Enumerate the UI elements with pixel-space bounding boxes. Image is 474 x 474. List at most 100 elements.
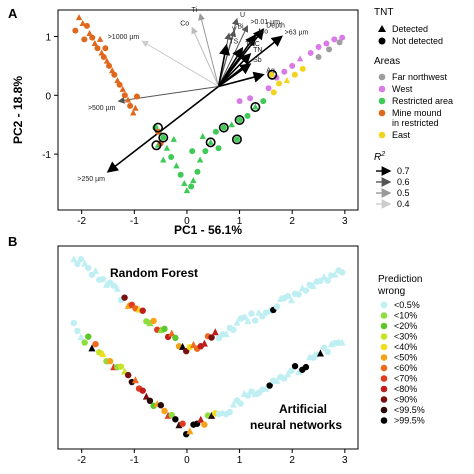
prediction-circle (324, 277, 331, 284)
legend-tnt-title: TNT (374, 7, 393, 18)
sample-triangle (207, 138, 214, 145)
prediction-circle (284, 292, 292, 300)
loading-arrow (217, 52, 252, 88)
sample-triangle (228, 121, 235, 128)
outlined-sample (231, 134, 242, 145)
legend-prediction-swatch (380, 333, 388, 340)
x-tick-label: 0 (184, 216, 190, 227)
sample-circle (291, 71, 298, 78)
prediction-triangle (146, 319, 154, 327)
prediction-plot: Random Forest Artificial neural networks… (57, 245, 359, 466)
sample-circle (202, 148, 209, 155)
legend-r2-label: 0.6 (397, 177, 410, 187)
prediction-circle (106, 357, 114, 365)
prediction-triangle (131, 376, 139, 384)
legend-prediction-entries: <0.5%<10%<20%<30%<40%<50%<60%<70%<80%<90… (380, 300, 425, 426)
sample-circle (336, 39, 343, 46)
legend-prediction-swatch (380, 396, 388, 403)
prediction-circle (81, 339, 88, 346)
sample-circle (83, 22, 90, 29)
prediction-circle (273, 303, 281, 310)
loading-label: Co (180, 21, 189, 28)
legend-area-label: West (392, 84, 413, 94)
legend-area-swatch (378, 73, 386, 81)
x-tick-label-b: 1 (237, 455, 243, 466)
sample-circle (102, 45, 109, 52)
x-tick-label-b: 0 (184, 455, 190, 466)
legend-r2-label: 0.4 (397, 199, 410, 209)
loading-arrow (218, 71, 265, 88)
legend-a: TNT Detected Not detected Areas Far north… (374, 7, 453, 209)
sample-circle (236, 98, 243, 105)
legend-area-label: Restricted area (392, 96, 453, 106)
legend-r2-entries: 0.70.60.50.4 (376, 166, 410, 209)
sample-circle (189, 148, 196, 155)
prediction-triangle (189, 340, 197, 348)
x-tick-label-b: 3 (342, 455, 348, 466)
sample-circle (265, 85, 272, 92)
sample-triangle (119, 85, 126, 92)
prediction-triangle (316, 349, 324, 357)
y-tick-label: 0 (45, 91, 51, 102)
x-axis-ticks-b: -2 -1 0 1 2 3 (77, 449, 348, 466)
legend-r2-label: 0.7 (397, 166, 410, 176)
prediction-circle (291, 362, 299, 370)
sample-triangle (132, 104, 139, 111)
legend-area-label: Mine mound (392, 108, 442, 118)
sample-triangle (91, 40, 99, 47)
outlined-sample (153, 122, 164, 133)
legend-prediction-label: <20% (394, 321, 417, 331)
legend-prediction-label: <0.5% (394, 300, 420, 310)
sample-triangle (160, 156, 167, 163)
legend-area-swatch (378, 131, 386, 139)
loading-arrow (191, 26, 219, 87)
legend-b: Prediction wrong <0.5%<10%<20%<30%<40%<5… (377, 274, 425, 426)
legend-prediction-label: <30% (394, 332, 417, 342)
sample-circle (72, 27, 79, 34)
y-tick-label: 1 (45, 32, 51, 43)
sample-circle (215, 145, 222, 152)
annotation-random-forest: Random Forest (110, 266, 198, 280)
sample-circle (233, 136, 240, 143)
sample-circle (299, 65, 306, 72)
legend-tnt-label: Detected (392, 24, 428, 34)
legend-prediction-title: Prediction (378, 274, 422, 285)
legend-area-swatch (378, 85, 386, 93)
legend-r2-title-base: R (374, 152, 381, 163)
sample-circle (276, 80, 283, 87)
prediction-circle (117, 363, 125, 370)
x-tick-label: -1 (130, 216, 139, 227)
x-tick-label-b: 2 (289, 455, 295, 466)
sample-circle (270, 89, 277, 96)
prediction-triangle (244, 316, 252, 324)
sample-circle (160, 134, 167, 141)
sample-circle (331, 36, 338, 43)
prediction-circle (241, 314, 248, 321)
loading-label: Sb (253, 57, 262, 64)
prediction-triangle (295, 367, 303, 375)
prediction-circle (237, 400, 244, 407)
y-tick-label: -1 (42, 150, 51, 161)
prediction-triangle (287, 296, 295, 304)
prediction-triangle (229, 400, 237, 408)
legend-prediction-label: <99.5% (394, 405, 425, 415)
prediction-circle (139, 307, 146, 314)
sample-circle (81, 36, 88, 43)
x-tick-label: 3 (342, 216, 348, 227)
legend-r2-title: R2 (374, 151, 385, 163)
loading-label: TOC (245, 41, 260, 48)
x-axis-ticks: -2 -1 0 1 2 3 (77, 210, 348, 227)
sample-triangle (181, 180, 188, 187)
sample-circle (247, 95, 254, 102)
sample-triangle (183, 187, 191, 194)
sample-triangle (170, 135, 177, 142)
panel-a-label: A (8, 6, 18, 21)
loading-arrow (218, 63, 252, 88)
outlined-sample (205, 137, 216, 148)
sample-triangle (163, 144, 171, 151)
sample-triangle (296, 55, 304, 62)
prediction-triangle (200, 339, 208, 347)
